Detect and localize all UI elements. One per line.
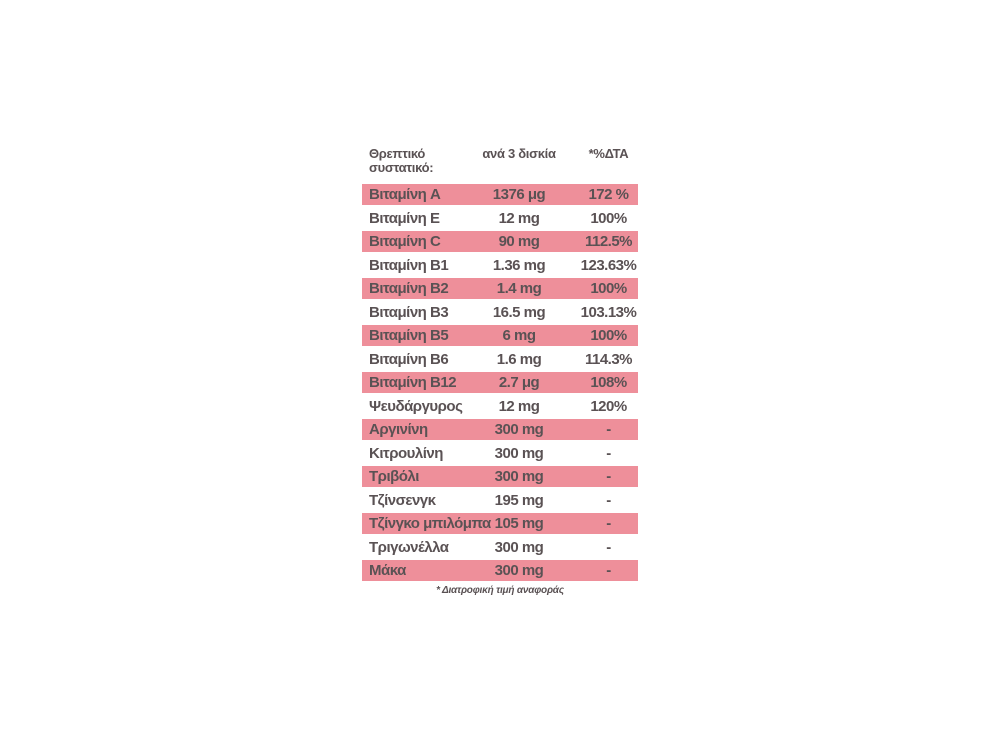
amount-value: 6 mg [502,327,536,344]
dta-value: - [606,491,611,509]
dta-value: - [606,444,611,462]
amount-value: 300 mg [494,444,544,462]
table-row: Βιταμίνη B5 6 mg 100% [362,325,638,346]
amount-value: 12 mg [498,209,540,227]
amount-value: 300 mg [494,538,544,556]
nutrient-name: Βιταμίνη C [369,233,441,250]
dta-value: 100% [590,209,627,227]
amount-value: 300 mg [494,468,544,485]
table-row: Τριγωνέλλα 300 mg - [362,537,638,558]
dta-value: 100% [590,327,627,344]
nutrient-name: Βιταμίνη B1 [369,256,449,274]
dta-value: 112.5% [584,233,633,250]
table-row: Βιταμίνη B12 2.7 μg 108% [362,372,638,393]
table-body: Βιταμίνη A 1376 μg 172 % Βιταμίνη E 12 mg 100… [362,184,638,581]
dta-value: 103.13% [580,303,637,321]
dta-value: - [606,468,611,485]
table-row: Βιταμίνη E 12 mg 100% [362,208,638,229]
table-row: Κιτρουλίνη 300 mg - [362,443,638,464]
table-row: Ψευδάργυρος 12 mg 120% [362,396,638,417]
nutrient-name: Βιταμίνη A [369,186,441,203]
amount-value: 195 mg [494,491,544,509]
amount-value: 105 mg [494,515,544,532]
table-row: Τριβόλι 300 mg - [362,466,638,487]
dta-value: 100% [590,280,627,297]
dta-value: 123.63% [580,256,637,274]
table-row: Βιταμίνη C 90 mg 112.5% [362,231,638,252]
amount-value: 1.36 mg [492,256,546,274]
table-row: Τζίνσενγκ 195 mg - [362,490,638,511]
header-dta-label: *%ΔΤΑ [588,146,629,161]
nutrition-facts-table: Θρεπτικό συστατικό: ανά 3 δισκία *%ΔΤΑ Β… [362,145,638,596]
table-row: Αργινίνη 300 mg - [362,419,638,440]
nutrient-name: Τζίνσενγκ [369,491,436,509]
nutrient-name: Τριγωνέλλα [369,538,449,556]
amount-value: 12 mg [498,397,540,415]
nutrient-name: Βιταμίνη B6 [369,350,449,368]
nutrient-name: Βιταμίνη E [369,209,440,227]
nutrient-name: Κιτρουλίνη [369,444,443,462]
nutrient-name: Ψευδάργυρος [369,397,463,415]
dta-value: 120% [590,397,627,415]
table-row: Βιταμίνη B3 16.5 mg 103.13% [362,302,638,323]
table-row: Βιταμίνη B2 1.4 mg 100% [362,278,638,299]
table-row: Βιταμίνη A 1376 μg 172 % [362,184,638,205]
dta-value: - [606,538,611,556]
nutrient-name: Βιταμίνη B12 [369,374,457,391]
amount-value: 300 mg [494,562,544,579]
table-row: Μάκα 300 mg - [362,560,638,581]
amount-value: 2.7 μg [498,374,540,391]
nutrient-name: Βιταμίνη B2 [369,280,449,297]
amount-value: 90 mg [498,233,540,250]
amount-value: 16.5 mg [492,303,546,321]
amount-value: 1.6 mg [496,350,542,368]
nutrient-name: Βιταμίνη B3 [369,303,449,321]
dta-value: - [606,515,611,532]
dta-value: - [606,421,611,438]
amount-value: 1.4 mg [496,280,542,297]
nutrient-name: Βιταμίνη B5 [369,327,449,344]
dta-value: 172 % [588,186,629,203]
header-amount-label: ανά 3 δισκία [482,146,556,161]
footnote: * Διατροφική τιμή αναφοράς [436,585,564,596]
table-row: Τζίνγκο μπιλόμπα 105 mg - [362,513,638,534]
dta-value: 114.3% [584,350,633,368]
amount-value: 1376 μg [492,186,546,203]
header-nutrient-label: Θρεπτικό συστατικό: [369,146,434,175]
nutrient-name: Τζίνγκο μπιλόμπα [369,515,491,532]
dta-value: 108% [590,374,627,391]
nutrient-name: Τριβόλι [369,468,419,485]
table-row: Βιταμίνη B1 1.36 mg 123.63% [362,255,638,276]
dta-value: - [606,562,611,579]
nutrient-name: Αργινίνη [369,421,428,438]
amount-value: 300 mg [494,421,544,438]
table-header-row: Θρεπτικό συστατικό: ανά 3 δισκία *%ΔΤΑ [362,145,638,184]
table-row: Βιταμίνη B6 1.6 mg 114.3% [362,349,638,370]
nutrient-name: Μάκα [369,562,406,579]
